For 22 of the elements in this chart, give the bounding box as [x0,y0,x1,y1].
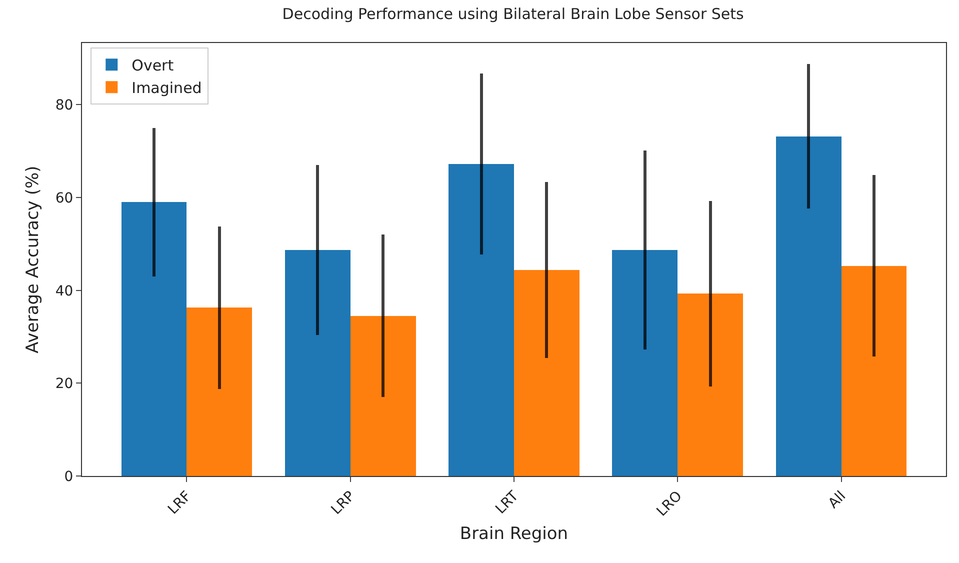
y-tick-label: 40 [55,283,74,300]
legend-label: Overt [132,56,174,74]
bar [448,164,514,476]
x-tick-label: LRP [328,488,358,518]
bar [350,316,416,476]
y-tick-label: 80 [55,98,74,114]
bar [776,136,842,476]
y-tick-label: 60 [55,190,74,206]
bar [678,294,744,476]
chart-title: Decoding Performance using Bilateral Brain Lobe Sensor Sets [282,4,744,23]
x-axis-title: Brain Region [460,524,568,544]
bar [284,250,350,476]
bar [841,266,907,476]
bar [514,270,580,476]
bar [612,250,678,476]
bar [186,308,252,476]
y-tick-label: 20 [55,376,74,392]
x-tick-label: All [825,488,850,512]
bar [121,202,187,476]
y-axis-title: Average Accuracy (%) [23,166,43,354]
y-tick-label: 0 [64,468,74,485]
legend-label: Imagined [132,78,202,97]
